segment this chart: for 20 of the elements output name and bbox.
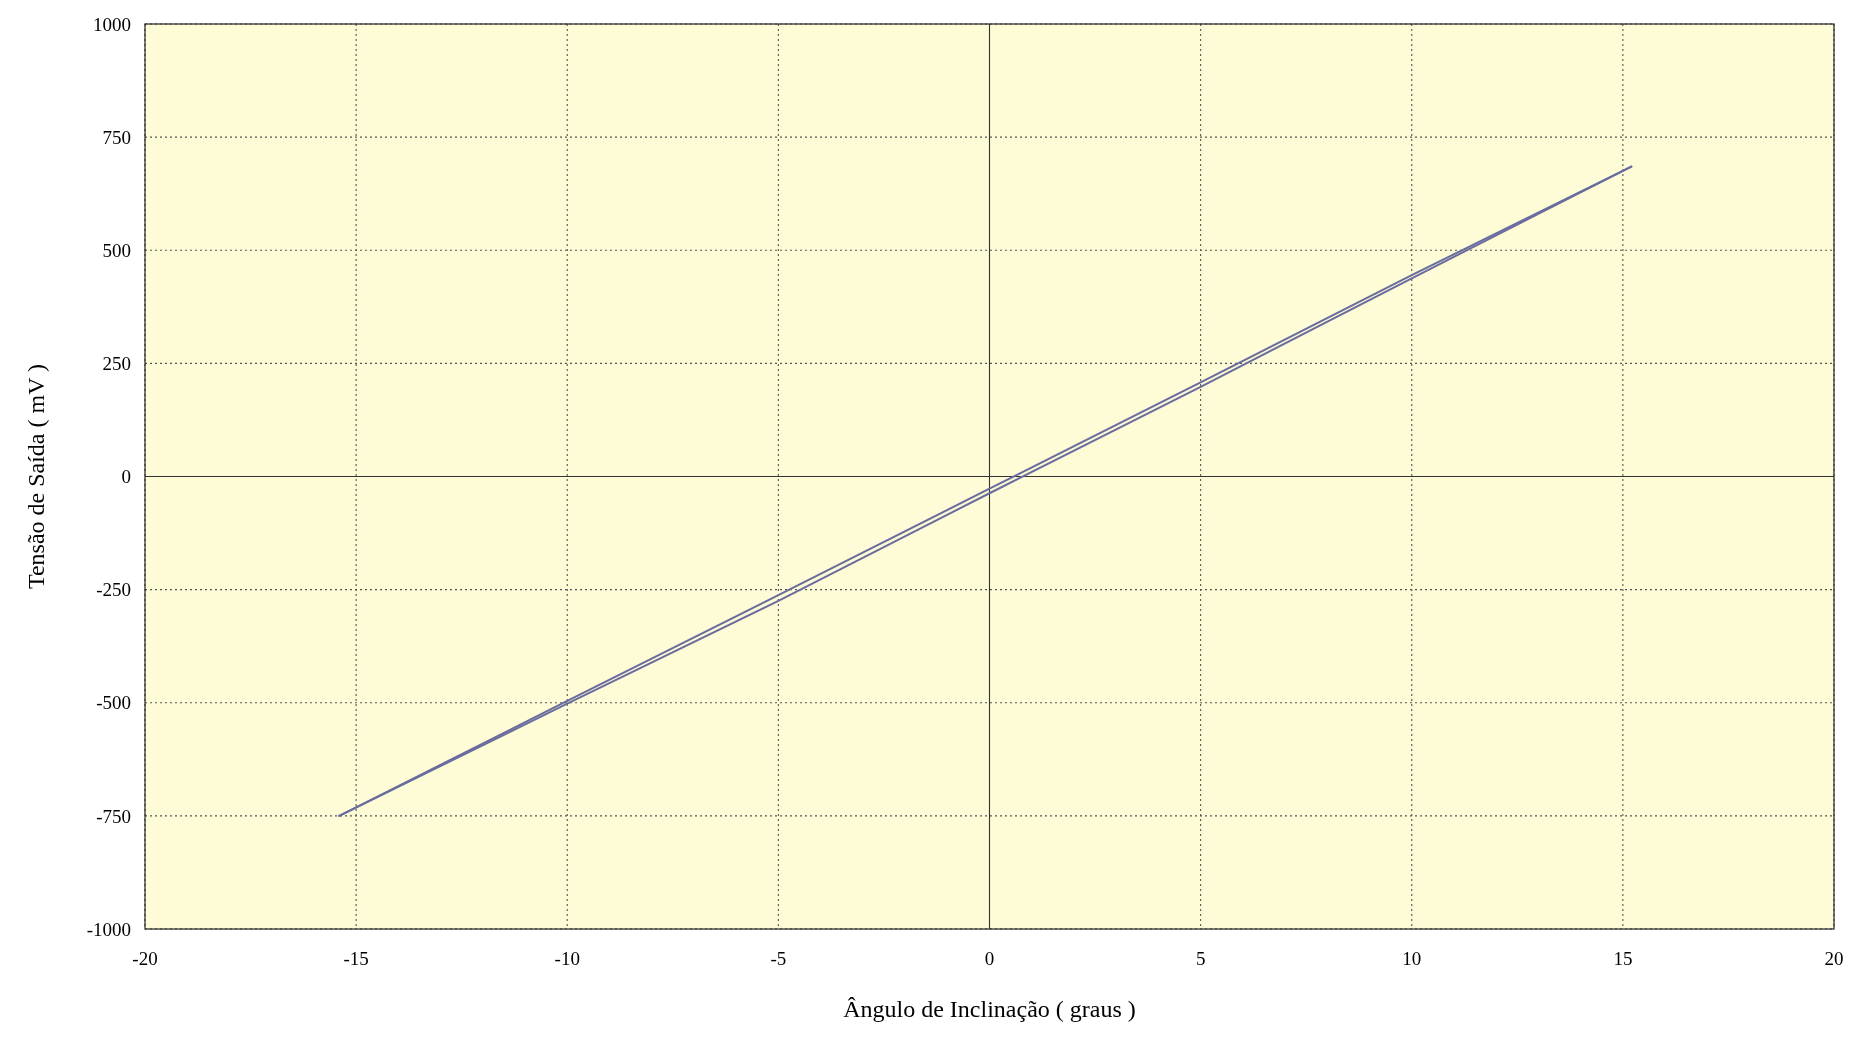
x-tick-label: -10 — [554, 948, 580, 969]
x-tick-label: -5 — [770, 948, 787, 969]
y-tick-label: 500 — [102, 239, 131, 261]
x-tick-label: 0 — [984, 948, 995, 969]
y-tick-label: 1000 — [93, 13, 131, 35]
x-tick-label: -20 — [132, 948, 158, 969]
y-tick-label: 750 — [102, 126, 131, 148]
y-tick-label: -750 — [96, 805, 131, 827]
y-tick-label: 0 — [121, 466, 131, 488]
x-tick-label: 15 — [1613, 948, 1633, 969]
x-tick-label: 20 — [1824, 948, 1844, 969]
x-tick-label: 10 — [1402, 948, 1422, 969]
y-tick-label: -1000 — [86, 918, 131, 940]
y-tick-label: 250 — [102, 353, 131, 375]
x-axis-title: Ângulo de Inclinação ( graus ) — [843, 996, 1136, 1022]
y-tick-label: -250 — [96, 579, 131, 601]
y-tick-label: -500 — [96, 692, 131, 714]
x-tick-label: 5 — [1195, 948, 1206, 969]
x-tick-label: -15 — [343, 948, 369, 969]
y-axis-title: Tensão de Saída ( mV ) — [23, 363, 49, 590]
